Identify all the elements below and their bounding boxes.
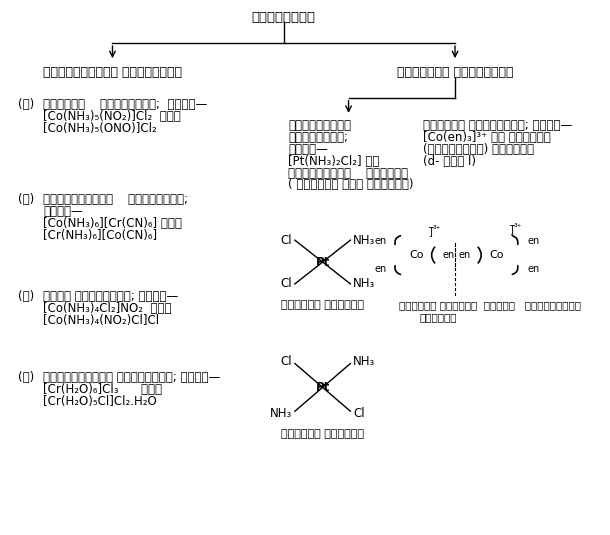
Text: ]̅: ]̅ bbox=[509, 224, 514, 234]
Text: (घ): (घ) bbox=[18, 371, 34, 385]
Text: उपसहसंयोजन    समावयवता;: उपसहसंयोजन समावयवता; bbox=[43, 193, 188, 207]
Text: [Co(NH₃)₆][Cr(CN)₆] तथा: [Co(NH₃)₆][Cr(CN)₆] तथा bbox=[43, 217, 182, 230]
Text: NH₃: NH₃ bbox=[353, 234, 375, 247]
Text: जैसे—: जैसे— bbox=[43, 205, 83, 218]
Text: Co: Co bbox=[489, 250, 504, 260]
Text: ³⁺: ³⁺ bbox=[514, 223, 522, 232]
Text: [Pt(NH₃)₂Cl₂] के: [Pt(NH₃)₂Cl₂] के bbox=[289, 155, 380, 167]
Text: en: en bbox=[527, 264, 539, 274]
Text: Co: Co bbox=[409, 250, 423, 260]
Text: [Co(NH₃)₄(NO₂)Cl]Cl: [Co(NH₃)₄(NO₂)Cl]Cl bbox=[43, 314, 159, 327]
Text: समपक्ष समावयव: समपक्ष समावयव bbox=[281, 300, 364, 310]
Text: Cl: Cl bbox=[353, 407, 365, 420]
Text: [Co(NH₃)₅(NO₂)]Cl₂  तथा: [Co(NH₃)₅(NO₂)]Cl₂ तथा bbox=[43, 110, 181, 123]
Text: en: en bbox=[459, 250, 471, 260]
Text: समावयवता: समावयवता bbox=[252, 11, 316, 24]
Text: en: en bbox=[375, 264, 387, 274]
Text: Cl: Cl bbox=[281, 355, 292, 368]
Text: en: en bbox=[442, 250, 454, 260]
Text: ज्यामितीय: ज्यामितीय bbox=[289, 119, 351, 132]
Text: [Cr(NH₃)₆][Co(CN)₆]: [Cr(NH₃)₆][Co(CN)₆] bbox=[43, 229, 157, 242]
Text: दक्षिण ध्रुवण  दर्पण   वामावर्ती: दक्षिण ध्रुवण दर्पण वामावर्ती bbox=[400, 300, 581, 310]
Text: NH₃: NH₃ bbox=[353, 278, 375, 291]
Text: ध्रुवण समावयवता; जैसे—: ध्रुवण समावयवता; जैसे— bbox=[423, 119, 572, 132]
Text: (प्रकाशिक) समावयव: (प्रकाशिक) समावयव bbox=[423, 143, 534, 156]
Text: (ख): (ख) bbox=[18, 193, 34, 207]
Text: Pt: Pt bbox=[315, 256, 330, 269]
Text: ज्यामितीय    समावयव: ज्यामितीय समावयव bbox=[289, 166, 408, 180]
Text: विलायकयोजन समावयवता; जैसे—: विलायकयोजन समावयवता; जैसे— bbox=[43, 371, 220, 385]
Text: (क): (क) bbox=[18, 98, 34, 111]
Text: बन्धनी    समावयवता;  जैसे—: बन्धनी समावयवता; जैसे— bbox=[43, 98, 207, 111]
Text: (d- तथा l): (d- तथा l) bbox=[423, 155, 476, 167]
Text: Pt: Pt bbox=[315, 381, 330, 394]
Text: संरचनात्मक समावयवता: संरचनात्मक समावयवता bbox=[43, 66, 182, 79]
Text: जैसे—: जैसे— bbox=[289, 143, 328, 156]
Text: घूर्णक: घूर्णक bbox=[420, 312, 458, 322]
Text: समावयवता;: समावयवता; bbox=[289, 131, 348, 144]
Text: ]̅: ]̅ bbox=[429, 226, 433, 236]
Text: त्रिविम समावयवता: त्रिविम समावयवता bbox=[396, 66, 513, 79]
Text: [Cr(H₂O)₆]Cl₃      तथा: [Cr(H₂O)₆]Cl₃ तथा bbox=[43, 384, 162, 396]
Text: आयनन समावयवता; जैसे—: आयनन समावयवता; जैसे— bbox=[43, 290, 178, 303]
Text: ³⁺: ³⁺ bbox=[433, 225, 441, 234]
Text: Cl: Cl bbox=[281, 278, 292, 291]
Text: ( समपक्ष एवं विपक्ष): ( समपक्ष एवं विपक्ष) bbox=[289, 179, 414, 192]
Text: [Co(NH₃)₅(ONO)]Cl₂: [Co(NH₃)₅(ONO)]Cl₂ bbox=[43, 122, 157, 135]
Text: Cl: Cl bbox=[281, 234, 292, 247]
Text: [Co(en)₃]³⁺ के ध्रुवण: [Co(en)₃]³⁺ के ध्रुवण bbox=[423, 131, 550, 144]
Text: [Co(NH₃)₄Cl₂]NO₂  तथा: [Co(NH₃)₄Cl₂]NO₂ तथा bbox=[43, 302, 171, 315]
Text: विपक्ष समावयव: विपक्ष समावयव bbox=[281, 429, 364, 439]
Text: NH₃: NH₃ bbox=[270, 407, 292, 420]
Text: NH₃: NH₃ bbox=[353, 355, 375, 368]
Text: (ग): (ग) bbox=[18, 290, 34, 303]
Text: en: en bbox=[527, 236, 539, 246]
Text: en: en bbox=[375, 236, 387, 246]
Text: [Cr(H₂O)₅Cl]Cl₂.H₂O: [Cr(H₂O)₅Cl]Cl₂.H₂O bbox=[43, 395, 157, 408]
